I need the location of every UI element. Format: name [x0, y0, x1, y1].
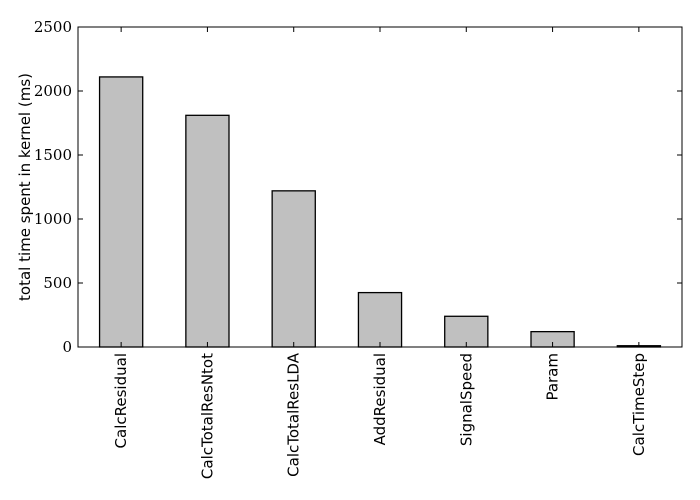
x-tick-label-Param: Param	[544, 353, 562, 401]
x-tick-label-CalcTimeStep: CalcTimeStep	[630, 353, 648, 456]
y-axis-title: total time spent in kernel (ms)	[16, 73, 34, 301]
x-tick-label-CalcTotalResNtot: CalcTotalResNtot	[198, 353, 216, 479]
x-tick-label-CalcTotalResLDA: CalcTotalResLDA	[285, 352, 303, 477]
y-tick-label-500: 500	[43, 274, 72, 292]
bar-SignalSpeed	[444, 315, 489, 348]
y-axis: 0 500 1000 1500 2000 2500	[34, 18, 682, 356]
y-tick-label-0: 0	[62, 338, 72, 356]
x-axis: CalcResidual CalcTotalResNtot CalcTotalRes…	[112, 27, 648, 479]
bar-CalcTotalResNtot	[185, 114, 230, 348]
y-tick-label-1500: 1500	[34, 146, 72, 164]
bar-CalcTotalResLDA	[271, 190, 316, 348]
x-tick-label-CalcResidual: CalcResidual	[112, 353, 130, 448]
bars-group	[98, 76, 662, 348]
y-tick-label-2500: 2500	[34, 18, 72, 36]
y-tick-label-1000: 1000	[34, 210, 72, 228]
bar-CalcResidual	[98, 76, 144, 348]
x-tick-label-SignalSpeed: SignalSpeed	[457, 353, 475, 446]
bar-AddResidual	[357, 291, 403, 348]
x-tick-label-AddResidual: AddResidual	[371, 353, 389, 445]
y-tick-label-2000: 2000	[34, 82, 72, 100]
